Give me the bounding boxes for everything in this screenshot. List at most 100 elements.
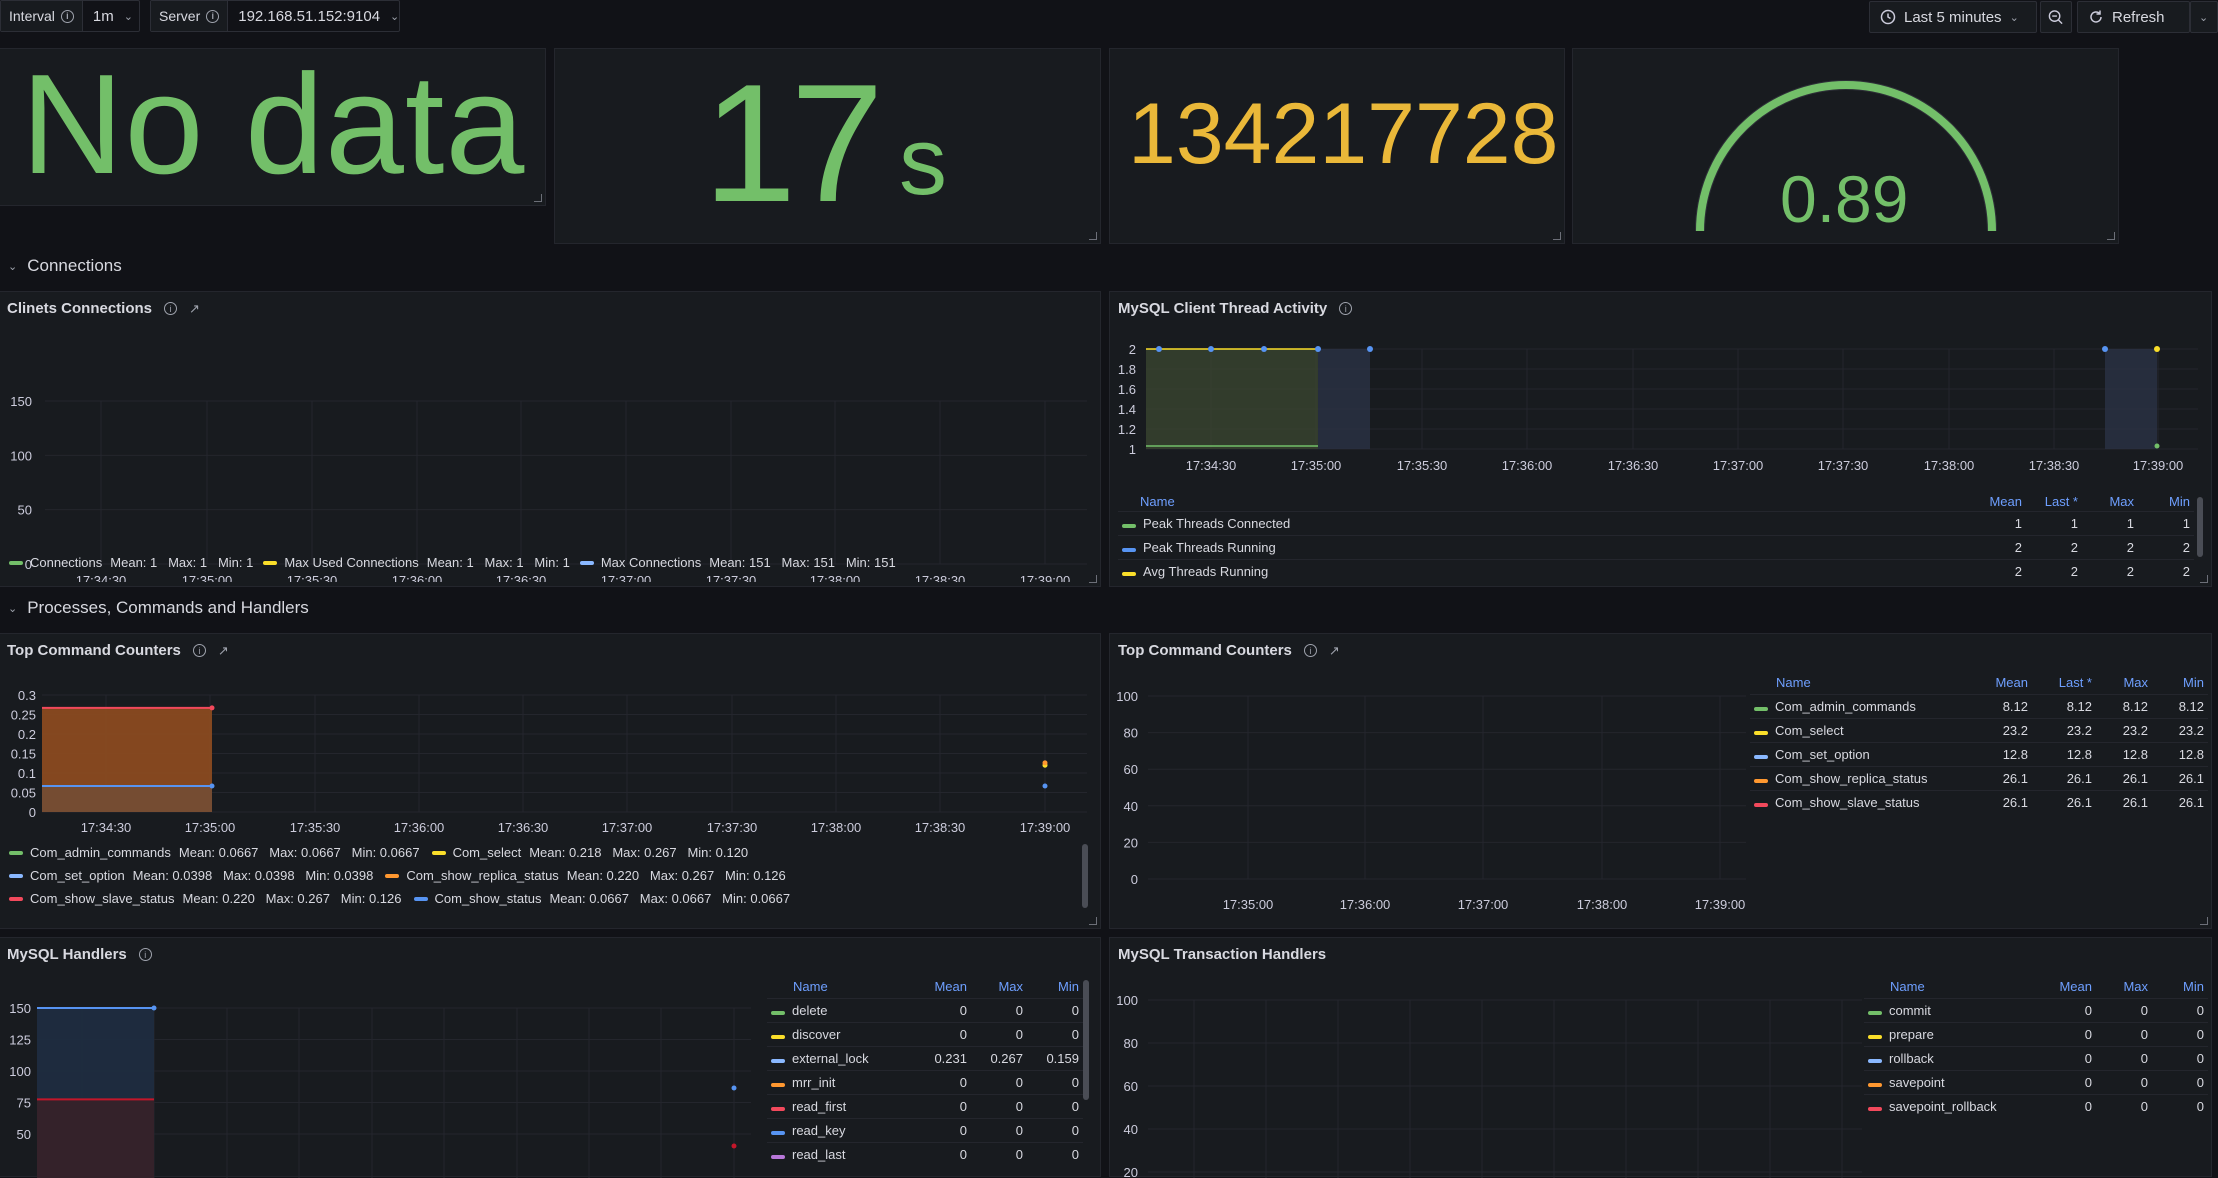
table-row[interactable]: savepoint 0 0 0	[1864, 1069, 2208, 1094]
y-tick-label: 40	[1124, 799, 1138, 814]
table-header[interactable]: Min	[2169, 494, 2190, 510]
legend-item[interactable]: Max Connections Mean: 151 Max: 151 Min: 1…	[579, 555, 896, 570]
legend-item[interactable]: Connections Mean: 1 Max: 1 Min: 1	[9, 555, 253, 570]
cell-max: 8.12	[2096, 693, 2152, 718]
table-row[interactable]: prepare 0 0 0	[1864, 1021, 2208, 1046]
cell-max: 1	[2082, 510, 2138, 535]
y-tick-label: 20	[1124, 835, 1138, 850]
legend-item[interactable]: Com_set_option Mean: 0.0398 Max: 0.0398 M…	[9, 868, 373, 883]
scrollbar[interactable]	[2197, 497, 2203, 557]
server-select[interactable]: 192.168.51.152:9104 ⌄	[228, 1, 409, 31]
table-header[interactable]: Name	[1140, 494, 1175, 510]
legend-table: Name Mean Last * Max Min Com_admin_commands 8.…	[1750, 672, 2208, 814]
table-row[interactable]: read_first 0 0 0	[767, 1093, 1083, 1118]
resize-handle[interactable]	[1089, 575, 1097, 583]
chevron-down-icon: ⌄	[8, 260, 18, 273]
table-header[interactable]: Last *	[2058, 675, 2092, 691]
table-row[interactable]: delete 0 0 0	[767, 997, 1083, 1022]
panel-title: MySQL Client Thread Activity	[1118, 300, 1328, 317]
scrollbar[interactable]	[1083, 980, 1089, 1100]
series-name: Com_select	[1775, 722, 1844, 738]
table-header[interactable]: Mean	[2059, 979, 2092, 995]
legend-item[interactable]: Com_select Mean: 0.218 Max: 0.267 Min: 0.…	[431, 845, 748, 860]
table-header[interactable]: Mean	[1989, 494, 2022, 510]
y-tick-label: 150	[10, 394, 32, 409]
data-point	[1315, 346, 1321, 352]
table-row[interactable]: Peak Threads Connected 1 1 1 1	[1118, 510, 2194, 535]
legend-item[interactable]: Com_show_slave_status Mean: 0.220 Max: 0.…	[9, 891, 402, 906]
legend-swatch	[9, 896, 23, 901]
table-header[interactable]: Name	[793, 979, 828, 995]
table-row[interactable]: Peak Threads Running 2 2 2 2	[1118, 534, 2194, 559]
resize-handle[interactable]	[2200, 575, 2208, 583]
info-icon[interactable]: i	[1303, 644, 1317, 657]
external-link-icon[interactable]: ↗	[189, 300, 200, 316]
table-row[interactable]: rollback 0 0 0	[1864, 1045, 2208, 1070]
resize-handle[interactable]	[1553, 232, 1561, 240]
table-row[interactable]: Com_set_option 12.8 12.8 12.8 12.8	[1750, 741, 2208, 766]
external-link-icon[interactable]: ↗	[217, 642, 229, 658]
table-row[interactable]: external_lock 0.231 0.267 0.159	[767, 1045, 1083, 1070]
external-link-icon[interactable]: ↗	[1328, 642, 1340, 658]
interval-select[interactable]: 1m ⌄	[83, 1, 143, 31]
table-header[interactable]: Last *	[2044, 494, 2078, 510]
server-value: 192.168.51.152:9104	[238, 7, 381, 25]
cell-mean: 12.8	[1968, 741, 2032, 766]
row-connections[interactable]: ⌄ Connections	[8, 256, 122, 276]
table-row[interactable]: Avg Threads Running 2 2 2 2	[1118, 558, 2194, 583]
table-row[interactable]: Com_admin_commands 8.12 8.12 8.12 8.12	[1750, 693, 2208, 718]
refresh-button[interactable]: Refresh	[2077, 1, 2190, 33]
table-row[interactable]: commit 0 0 0	[1864, 997, 2208, 1022]
info-icon[interactable]: i	[206, 9, 220, 23]
server-variable[interactable]: Server i 192.168.51.152:9104 ⌄	[150, 0, 400, 32]
panel-header: MySQL Handlers i	[7, 946, 152, 963]
legend-item[interactable]: Com_show_replica_status Mean: 0.220 Max: …	[385, 868, 786, 883]
resize-handle[interactable]	[534, 194, 542, 202]
info-icon[interactable]: i	[164, 302, 178, 315]
zoom-out-button[interactable]	[2040, 1, 2072, 33]
table-header[interactable]: Min	[1058, 979, 1079, 995]
table-header[interactable]: Max	[2123, 979, 2148, 995]
interval-variable[interactable]: Interval i 1m ⌄	[0, 0, 140, 32]
table-header[interactable]: Max	[2123, 675, 2148, 691]
scrollbar[interactable]	[1082, 844, 1088, 908]
table-header[interactable]: Mean	[934, 979, 967, 995]
y-tick-label: 0.1	[18, 766, 36, 781]
legend-item[interactable]: Com_admin_commands Mean: 0.0667 Max: 0.06…	[9, 845, 420, 860]
time-range-picker[interactable]: Last 5 minutes ⌄	[1869, 1, 2037, 33]
panel-top-command-counters-table: Top Command Counters i ↗ 100 80 60 40 20 0 17:…	[1109, 633, 2212, 929]
table-header[interactable]: Name	[1890, 979, 1925, 995]
cell-min: 2	[2138, 534, 2194, 559]
table-row[interactable]: Com_show_slave_status 26.1 26.1 26.1 26.1	[1750, 789, 2208, 814]
table-header[interactable]: Min	[2183, 675, 2204, 691]
info-icon[interactable]: i	[192, 644, 206, 657]
info-icon[interactable]: i	[1339, 302, 1353, 315]
row-processes[interactable]: ⌄ Processes, Commands and Handlers	[8, 598, 309, 618]
table-header[interactable]: Mean	[1995, 675, 2028, 691]
info-icon[interactable]: i	[60, 9, 74, 23]
resize-handle[interactable]	[1089, 917, 1097, 925]
table-row[interactable]: Com_select 23.2 23.2 23.2 23.2	[1750, 717, 2208, 742]
legend-stats: Mean: 0.220 Max: 0.267 Min: 0.126	[182, 891, 402, 906]
y-tick-label: 2	[1129, 342, 1136, 357]
table-row[interactable]: read_last 0 0 0	[767, 1141, 1083, 1166]
legend-item[interactable]: Com_show_status Mean: 0.0667 Max: 0.0667 …	[413, 891, 790, 906]
cell-last: 26.1	[2032, 789, 2096, 814]
table-row[interactable]: read_key 0 0 0	[767, 1117, 1083, 1142]
y-tick-label: 0.15	[11, 747, 36, 762]
table-row[interactable]: Com_show_replica_status 26.1 26.1 26.1 26.1	[1750, 765, 2208, 790]
interval-label-box: Interval i	[1, 1, 83, 31]
table-header[interactable]: Name	[1776, 675, 1811, 691]
info-icon[interactable]: i	[138, 948, 152, 961]
table-header[interactable]: Max	[2109, 494, 2134, 510]
table-row[interactable]: discover 0 0 0	[767, 1021, 1083, 1046]
resize-handle[interactable]	[2107, 232, 2115, 240]
table-row[interactable]: savepoint_rollback 0 0 0	[1864, 1093, 2208, 1118]
refresh-interval-dropdown[interactable]: ⌄	[2190, 1, 2218, 33]
resize-handle[interactable]	[1089, 232, 1097, 240]
table-header[interactable]: Max	[998, 979, 1023, 995]
table-header[interactable]: Min	[2183, 979, 2204, 995]
table-row[interactable]: mrr_init 0 0 0	[767, 1069, 1083, 1094]
resize-handle[interactable]	[2200, 917, 2208, 925]
legend-item[interactable]: Max Used Connections Mean: 1 Max: 1 Min: …	[263, 555, 570, 570]
